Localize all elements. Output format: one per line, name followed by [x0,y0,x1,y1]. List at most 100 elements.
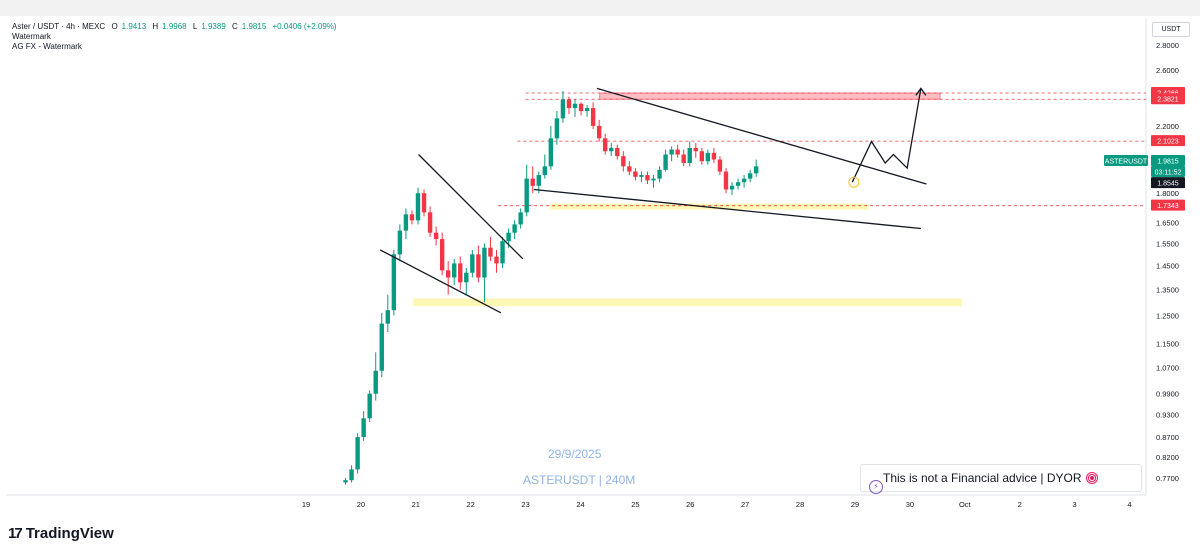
price-tag-box[interactable] [1104,154,1148,166]
candle-body[interactable] [536,175,541,186]
candle-body[interactable] [741,178,747,183]
candle-body[interactable] [506,232,511,242]
candle-body[interactable] [729,185,735,190]
candle-body[interactable] [439,239,445,271]
projection-path[interactable] [851,88,922,183]
x-tick-label: 28 [796,500,804,509]
candle-body[interactable] [699,151,705,162]
candle-body[interactable] [500,241,505,264]
trendline[interactable] [533,188,921,230]
resistance-zone[interactable] [599,92,941,100]
candle-body[interactable] [403,214,409,231]
indicator-watermark[interactable]: Watermark [12,32,51,41]
candle-body[interactable] [675,149,680,155]
y-tick-label: 1.0700 [1156,364,1179,373]
candle-body[interactable] [681,154,686,163]
axis-unit-label[interactable]: USDT [1152,22,1190,37]
chart-area[interactable] [6,18,1146,495]
candle-body[interactable] [548,138,554,167]
highlight-circle [848,176,860,188]
candle-body[interactable] [367,393,372,419]
candle-body[interactable] [415,193,421,221]
price-tag-box[interactable] [1151,154,1185,166]
candle-body[interactable] [433,232,439,240]
candle-body[interactable] [385,310,391,324]
candle-body[interactable] [524,178,529,213]
candle-body[interactable] [452,263,457,278]
candle-body[interactable] [464,272,469,283]
candle-body[interactable] [615,147,620,157]
candle-body[interactable] [663,154,668,170]
candle-body[interactable] [705,152,711,162]
candle-body[interactable] [445,270,451,278]
candle-body[interactable] [397,230,403,255]
candle-body[interactable] [494,256,499,264]
price-tag-box[interactable] [1151,135,1185,147]
candle-body[interactable] [379,323,384,371]
candle-body[interactable] [693,147,698,152]
candle-body[interactable] [639,175,644,177]
candle-body[interactable] [621,156,626,167]
ohlc-change: +0.0406 (+2.09%) [272,22,337,31]
candle-body[interactable] [391,254,397,311]
price-tag-box[interactable] [1151,165,1185,177]
trendline[interactable] [418,154,524,260]
candle-body[interactable] [627,166,632,172]
candle-body[interactable] [747,173,753,179]
candle-body[interactable] [687,147,692,163]
candle-body[interactable] [518,212,523,225]
candle-body[interactable] [584,108,590,111]
candle-body[interactable] [373,370,378,394]
candle-body[interactable] [753,166,759,174]
candle-body[interactable] [609,147,614,152]
price-tag-box[interactable] [1151,199,1185,211]
candle-body[interactable] [669,149,674,155]
candle-body[interactable] [349,469,354,481]
trendline[interactable] [596,87,927,185]
price-tag-box[interactable] [1151,93,1185,105]
candle-body[interactable] [633,171,638,177]
candle-body[interactable] [458,263,463,283]
trendline[interactable] [379,249,502,314]
candle-body[interactable] [590,108,596,126]
x-tick-label: 29 [851,500,859,509]
indicator-agfx-watermark[interactable]: AG FX - Watermark [12,42,82,51]
candle-body[interactable] [645,175,650,181]
candle-body[interactable] [482,247,487,278]
candle-body[interactable] [596,125,602,139]
candle-body[interactable] [488,247,493,257]
candle-body[interactable] [566,99,572,109]
candle-body[interactable] [723,171,729,190]
candle-body[interactable] [572,103,578,109]
price-tag-box[interactable] [1151,177,1185,189]
candle-body[interactable] [651,178,656,181]
candle-body[interactable] [578,103,584,111]
candle-body[interactable] [427,212,433,233]
lightning-icon[interactable]: ⚡ [869,480,883,494]
candle-body[interactable] [421,193,427,213]
tradingview-brand[interactable]: 17 TradingView [8,525,114,542]
candle-body[interactable] [361,418,366,438]
support-zone[interactable] [413,298,963,307]
ohlc-high: 1.9968 [162,22,187,31]
candle-body[interactable] [355,437,360,470]
candle-body[interactable] [717,159,723,172]
candle-body[interactable] [409,214,415,221]
y-tick-label: 1.4500 [1156,262,1179,271]
tradingview-logo-icon: 17 [8,525,23,542]
candle-body[interactable] [603,138,608,152]
candle-body[interactable] [554,118,560,139]
symbol-line[interactable]: Aster / USDT · 4h · MEXC [12,22,106,31]
candle-body[interactable] [560,99,566,119]
candle-body[interactable] [476,254,481,278]
candle-body[interactable] [711,152,717,160]
candle-body[interactable] [343,480,348,483]
candle-body[interactable] [512,224,517,233]
candle-body[interactable] [657,169,662,179]
candle-body[interactable] [530,178,535,186]
candle-body[interactable] [542,166,548,176]
candle-body[interactable] [470,254,475,273]
candle-body[interactable] [735,182,741,186]
